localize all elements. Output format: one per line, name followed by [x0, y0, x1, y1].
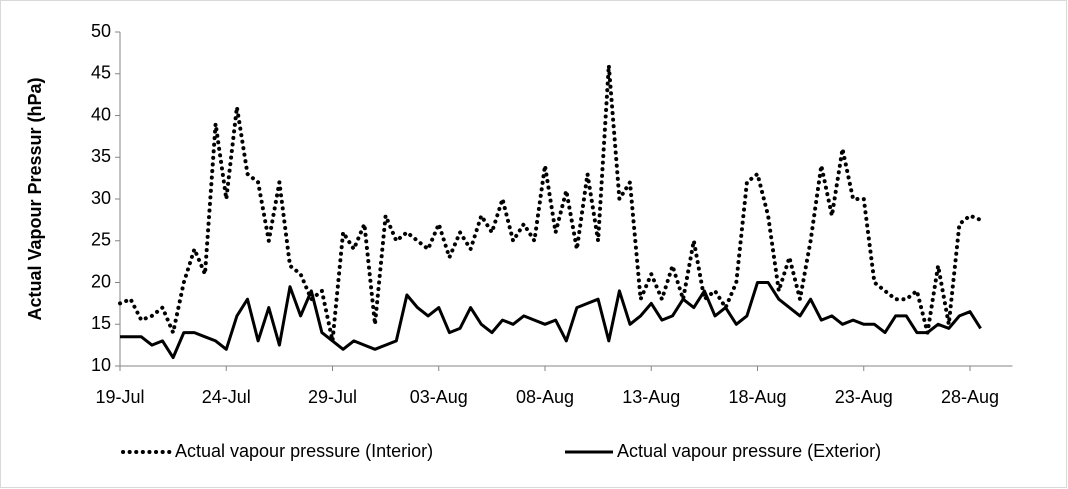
x-tick-label: 18-Aug	[728, 387, 786, 407]
x-tick-label: 29-Jul	[308, 387, 357, 407]
x-tick-label: 03-Aug	[410, 387, 468, 407]
x-tick-label: 08-Aug	[516, 387, 574, 407]
x-tick-label: 28-Aug	[941, 387, 999, 407]
y-tick-label: 20	[91, 271, 111, 291]
y-tick-label: 30	[91, 188, 111, 208]
legend-label: Actual vapour pressure (Exterior)	[617, 441, 881, 461]
data-line	[120, 281, 982, 360]
y-tick-label: 10	[91, 355, 111, 375]
legend-label: Actual vapour pressure (Interior)	[175, 441, 433, 461]
x-tick-label: 24-Jul	[202, 387, 251, 407]
x-tick-label: 13-Aug	[622, 387, 680, 407]
y-tick-label: 25	[91, 230, 111, 250]
y-tick-label: 40	[91, 104, 111, 124]
x-tick-label: 23-Aug	[835, 387, 893, 407]
y-tick-label: 15	[91, 313, 111, 333]
y-axis-label: Actual Vapour Pressur (hPa)	[25, 77, 45, 320]
x-tick-label: 19-Jul	[95, 387, 144, 407]
y-tick-label: 50	[91, 21, 111, 41]
y-tick-label: 35	[91, 146, 111, 166]
data-line	[118, 65, 983, 342]
y-tick-label: 45	[91, 63, 111, 83]
